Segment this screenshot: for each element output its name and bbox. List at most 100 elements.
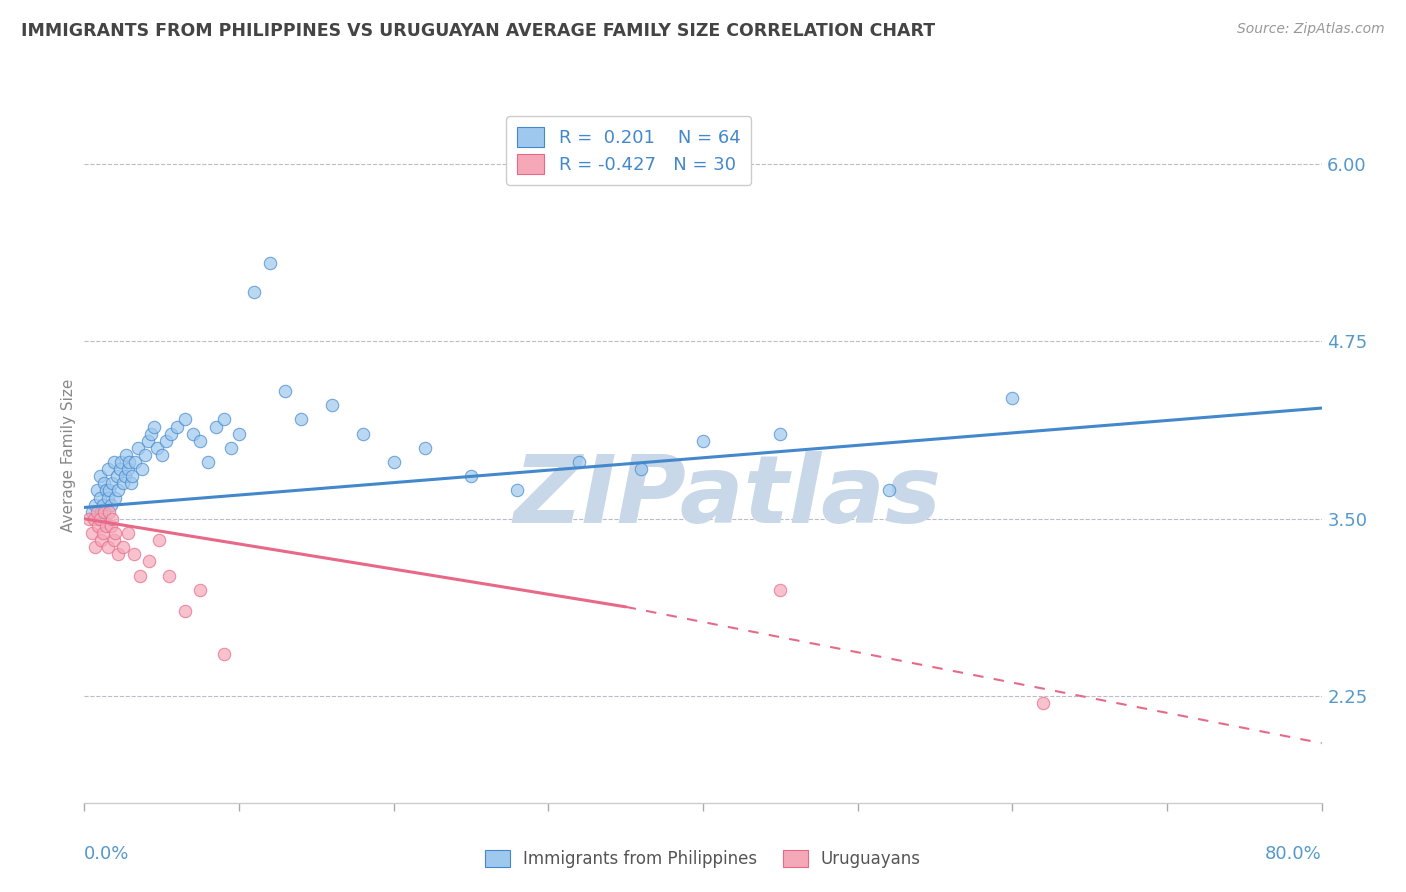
Point xyxy=(121,469,143,483)
Legend: Immigrants from Philippines, Uruguayans: Immigrants from Philippines, Uruguayans xyxy=(478,843,928,875)
Point xyxy=(98,505,121,519)
Point xyxy=(259,256,281,270)
Point xyxy=(228,426,250,441)
Point xyxy=(1001,391,1024,405)
Point xyxy=(115,448,138,462)
Point xyxy=(82,526,104,541)
Point xyxy=(212,412,235,426)
Point xyxy=(101,512,124,526)
Point xyxy=(108,462,131,476)
Point xyxy=(274,384,297,398)
Point xyxy=(107,483,129,498)
Point xyxy=(103,533,125,548)
Point xyxy=(84,498,107,512)
Point xyxy=(107,547,129,561)
Text: 0.0%: 0.0% xyxy=(84,845,129,863)
Point xyxy=(83,512,105,526)
Point xyxy=(104,491,127,505)
Point xyxy=(124,455,146,469)
Point xyxy=(122,547,145,561)
Point xyxy=(84,540,107,554)
Point xyxy=(103,455,125,469)
Point xyxy=(188,582,212,597)
Point xyxy=(630,462,652,476)
Point xyxy=(100,519,122,533)
Point xyxy=(692,434,714,448)
Point xyxy=(82,505,104,519)
Point xyxy=(159,568,181,582)
Point xyxy=(155,434,177,448)
Point xyxy=(769,426,792,441)
Point xyxy=(129,568,152,582)
Point xyxy=(97,491,120,505)
Point xyxy=(118,455,141,469)
Point xyxy=(86,505,108,519)
Point xyxy=(89,469,111,483)
Point xyxy=(105,469,128,483)
Point xyxy=(114,469,136,483)
Point xyxy=(87,512,110,526)
Point xyxy=(174,412,197,426)
Point xyxy=(89,491,111,505)
Point xyxy=(128,441,150,455)
Point xyxy=(413,441,436,455)
Point xyxy=(117,462,139,476)
Point xyxy=(136,434,159,448)
Point xyxy=(93,476,115,491)
Point xyxy=(100,498,122,512)
Point xyxy=(181,426,204,441)
Point xyxy=(321,398,343,412)
Point xyxy=(104,526,127,541)
Point xyxy=(506,483,529,498)
Point xyxy=(120,476,142,491)
Point xyxy=(87,519,110,533)
Point xyxy=(221,441,243,455)
Point xyxy=(188,434,212,448)
Point xyxy=(174,604,197,618)
Point xyxy=(97,462,120,476)
Point xyxy=(101,476,124,491)
Point xyxy=(90,533,112,548)
Point xyxy=(160,426,183,441)
Point xyxy=(148,533,170,548)
Point xyxy=(131,462,153,476)
Point xyxy=(93,505,115,519)
Text: Source: ZipAtlas.com: Source: ZipAtlas.com xyxy=(1237,22,1385,37)
Point xyxy=(94,483,117,498)
Point xyxy=(139,426,162,441)
Point xyxy=(146,441,169,455)
Point xyxy=(110,455,132,469)
Point xyxy=(243,285,266,299)
Point xyxy=(150,448,173,462)
Point xyxy=(112,540,135,554)
Point xyxy=(877,483,900,498)
Point xyxy=(197,455,219,469)
Point xyxy=(112,476,135,491)
Point xyxy=(352,426,374,441)
Text: IMMIGRANTS FROM PHILIPPINES VS URUGUAYAN AVERAGE FAMILY SIZE CORRELATION CHART: IMMIGRANTS FROM PHILIPPINES VS URUGUAYAN… xyxy=(21,22,935,40)
Point xyxy=(568,455,591,469)
Point xyxy=(90,505,112,519)
Y-axis label: Average Family Size: Average Family Size xyxy=(60,378,76,532)
Text: 80.0%: 80.0% xyxy=(1265,845,1322,863)
Point xyxy=(117,526,139,541)
Point xyxy=(77,512,100,526)
Text: ZIPatlas: ZIPatlas xyxy=(513,450,942,542)
Point xyxy=(290,412,312,426)
Point xyxy=(1032,697,1054,711)
Point xyxy=(98,483,121,498)
Point xyxy=(212,647,235,661)
Point xyxy=(769,582,792,597)
Legend: R =  0.201    N = 64, R = -0.427   N = 30: R = 0.201 N = 64, R = -0.427 N = 30 xyxy=(506,116,751,185)
Point xyxy=(138,554,160,568)
Point xyxy=(382,455,405,469)
Point xyxy=(94,519,117,533)
Point xyxy=(91,526,114,541)
Point xyxy=(143,419,166,434)
Point xyxy=(205,419,228,434)
Point xyxy=(134,448,156,462)
Point xyxy=(86,483,108,498)
Point xyxy=(97,540,120,554)
Point xyxy=(89,512,111,526)
Point xyxy=(166,419,188,434)
